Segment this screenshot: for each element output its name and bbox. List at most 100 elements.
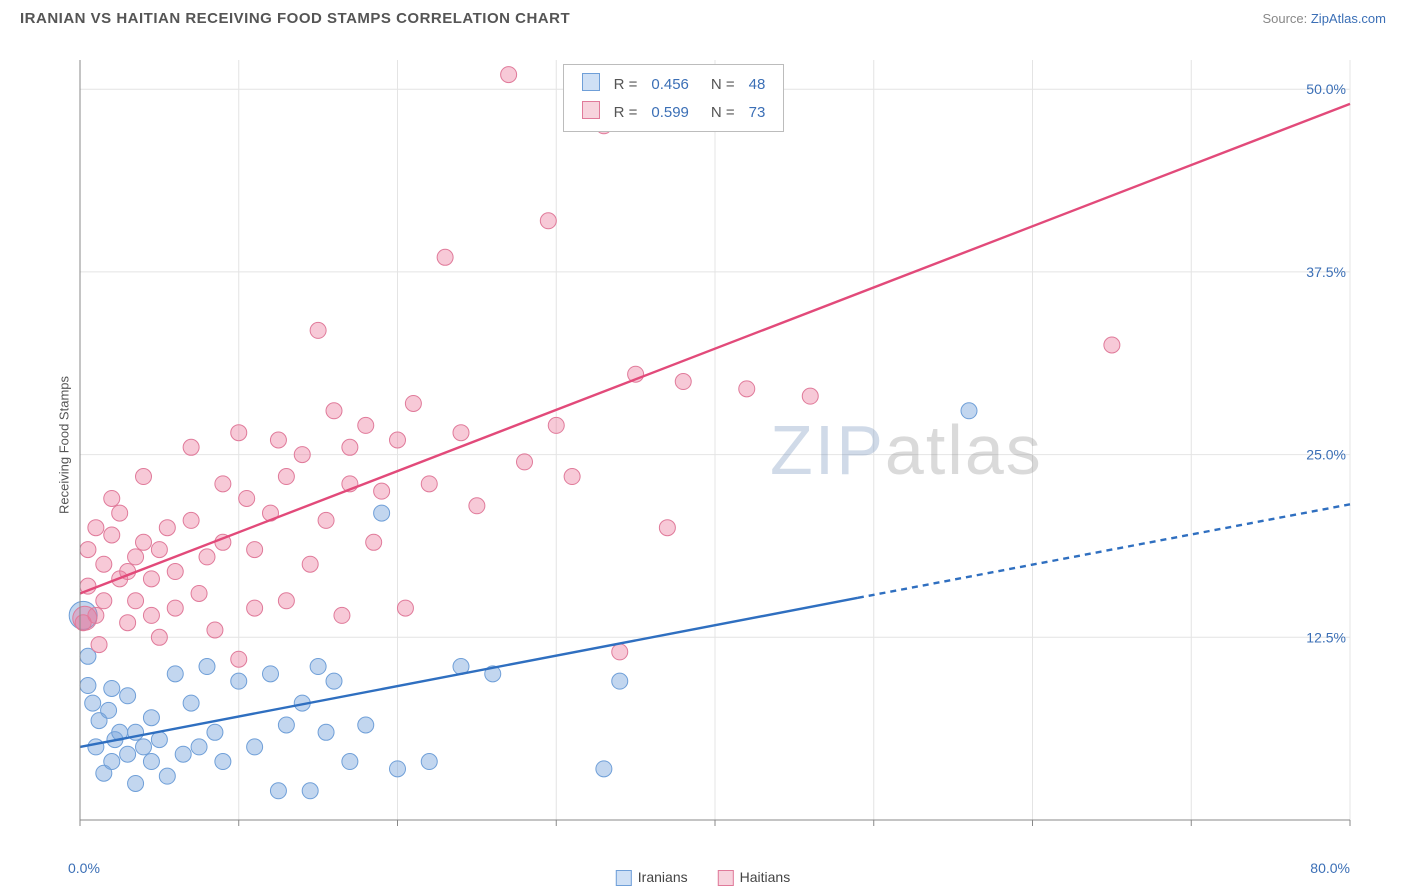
data-point[interactable] <box>96 593 112 609</box>
data-point[interactable] <box>247 739 263 755</box>
data-point[interactable] <box>263 666 279 682</box>
data-point[interactable] <box>104 490 120 506</box>
data-point[interactable] <box>612 673 628 689</box>
data-point[interactable] <box>421 476 437 492</box>
legend-item[interactable]: Iranians <box>616 869 688 886</box>
data-point[interactable] <box>183 695 199 711</box>
data-point[interactable] <box>239 490 255 506</box>
data-point[interactable] <box>207 622 223 638</box>
data-point[interactable] <box>342 439 358 455</box>
data-point[interactable] <box>143 754 159 770</box>
data-point[interactable] <box>88 739 104 755</box>
data-point[interactable] <box>278 717 294 733</box>
data-point[interactable] <box>120 688 136 704</box>
data-point[interactable] <box>374 505 390 521</box>
data-point[interactable] <box>278 593 294 609</box>
data-point[interactable] <box>659 520 675 536</box>
legend-item[interactable]: Haitians <box>718 869 791 886</box>
data-point[interactable] <box>612 644 628 660</box>
data-point[interactable] <box>151 629 167 645</box>
data-point[interactable] <box>159 520 175 536</box>
data-point[interactable] <box>73 606 97 630</box>
data-point[interactable] <box>469 498 485 514</box>
data-point[interactable] <box>199 659 215 675</box>
data-point[interactable] <box>143 571 159 587</box>
data-point[interactable] <box>136 469 152 485</box>
data-point[interactable] <box>334 607 350 623</box>
data-point[interactable] <box>302 783 318 799</box>
data-point[interactable] <box>143 710 159 726</box>
data-point[interactable] <box>183 512 199 528</box>
data-point[interactable] <box>207 724 223 740</box>
data-point[interactable] <box>1104 337 1120 353</box>
data-point[interactable] <box>231 673 247 689</box>
data-point[interactable] <box>88 520 104 536</box>
data-point[interactable] <box>128 593 144 609</box>
data-point[interactable] <box>548 417 564 433</box>
data-point[interactable] <box>183 439 199 455</box>
data-point[interactable] <box>101 702 117 718</box>
data-point[interactable] <box>342 754 358 770</box>
data-point[interactable] <box>318 512 334 528</box>
data-point[interactable] <box>310 322 326 338</box>
data-point[interactable] <box>215 476 231 492</box>
data-point[interactable] <box>80 678 96 694</box>
data-point[interactable] <box>517 454 533 470</box>
data-point[interactable] <box>104 754 120 770</box>
data-point[interactable] <box>739 381 755 397</box>
data-point[interactable] <box>91 637 107 653</box>
data-point[interactable] <box>366 534 382 550</box>
data-point[interactable] <box>270 432 286 448</box>
data-point[interactable] <box>961 403 977 419</box>
data-point[interactable] <box>358 417 374 433</box>
data-point[interactable] <box>501 67 517 83</box>
data-point[interactable] <box>390 761 406 777</box>
data-point[interactable] <box>191 585 207 601</box>
data-point[interactable] <box>143 607 159 623</box>
data-point[interactable] <box>302 556 318 572</box>
data-point[interactable] <box>596 761 612 777</box>
data-point[interactable] <box>199 549 215 565</box>
data-point[interactable] <box>112 505 128 521</box>
data-point[interactable] <box>675 374 691 390</box>
data-point[interactable] <box>120 615 136 631</box>
data-point[interactable] <box>215 754 231 770</box>
data-point[interactable] <box>326 403 342 419</box>
data-point[interactable] <box>231 651 247 667</box>
data-point[interactable] <box>802 388 818 404</box>
data-point[interactable] <box>540 213 556 229</box>
data-point[interactable] <box>85 695 101 711</box>
data-point[interactable] <box>80 542 96 558</box>
data-point[interactable] <box>326 673 342 689</box>
data-point[interactable] <box>405 395 421 411</box>
data-point[interactable] <box>104 680 120 696</box>
data-point[interactable] <box>159 768 175 784</box>
data-point[interactable] <box>310 659 326 675</box>
data-point[interactable] <box>136 534 152 550</box>
data-point[interactable] <box>104 527 120 543</box>
data-point[interactable] <box>167 666 183 682</box>
data-point[interactable] <box>247 600 263 616</box>
source-link[interactable]: ZipAtlas.com <box>1311 11 1386 26</box>
data-point[interactable] <box>390 432 406 448</box>
data-point[interactable] <box>270 783 286 799</box>
data-point[interactable] <box>167 564 183 580</box>
data-point[interactable] <box>278 469 294 485</box>
data-point[interactable] <box>191 739 207 755</box>
data-point[interactable] <box>175 746 191 762</box>
data-point[interactable] <box>421 754 437 770</box>
data-point[interactable] <box>397 600 413 616</box>
data-point[interactable] <box>231 425 247 441</box>
data-point[interactable] <box>96 556 112 572</box>
data-point[interactable] <box>247 542 263 558</box>
data-point[interactable] <box>318 724 334 740</box>
data-point[interactable] <box>128 775 144 791</box>
data-point[interactable] <box>128 549 144 565</box>
data-point[interactable] <box>167 600 183 616</box>
data-point[interactable] <box>453 425 469 441</box>
data-point[interactable] <box>358 717 374 733</box>
data-point[interactable] <box>564 469 580 485</box>
data-point[interactable] <box>374 483 390 499</box>
data-point[interactable] <box>437 249 453 265</box>
data-point[interactable] <box>151 732 167 748</box>
